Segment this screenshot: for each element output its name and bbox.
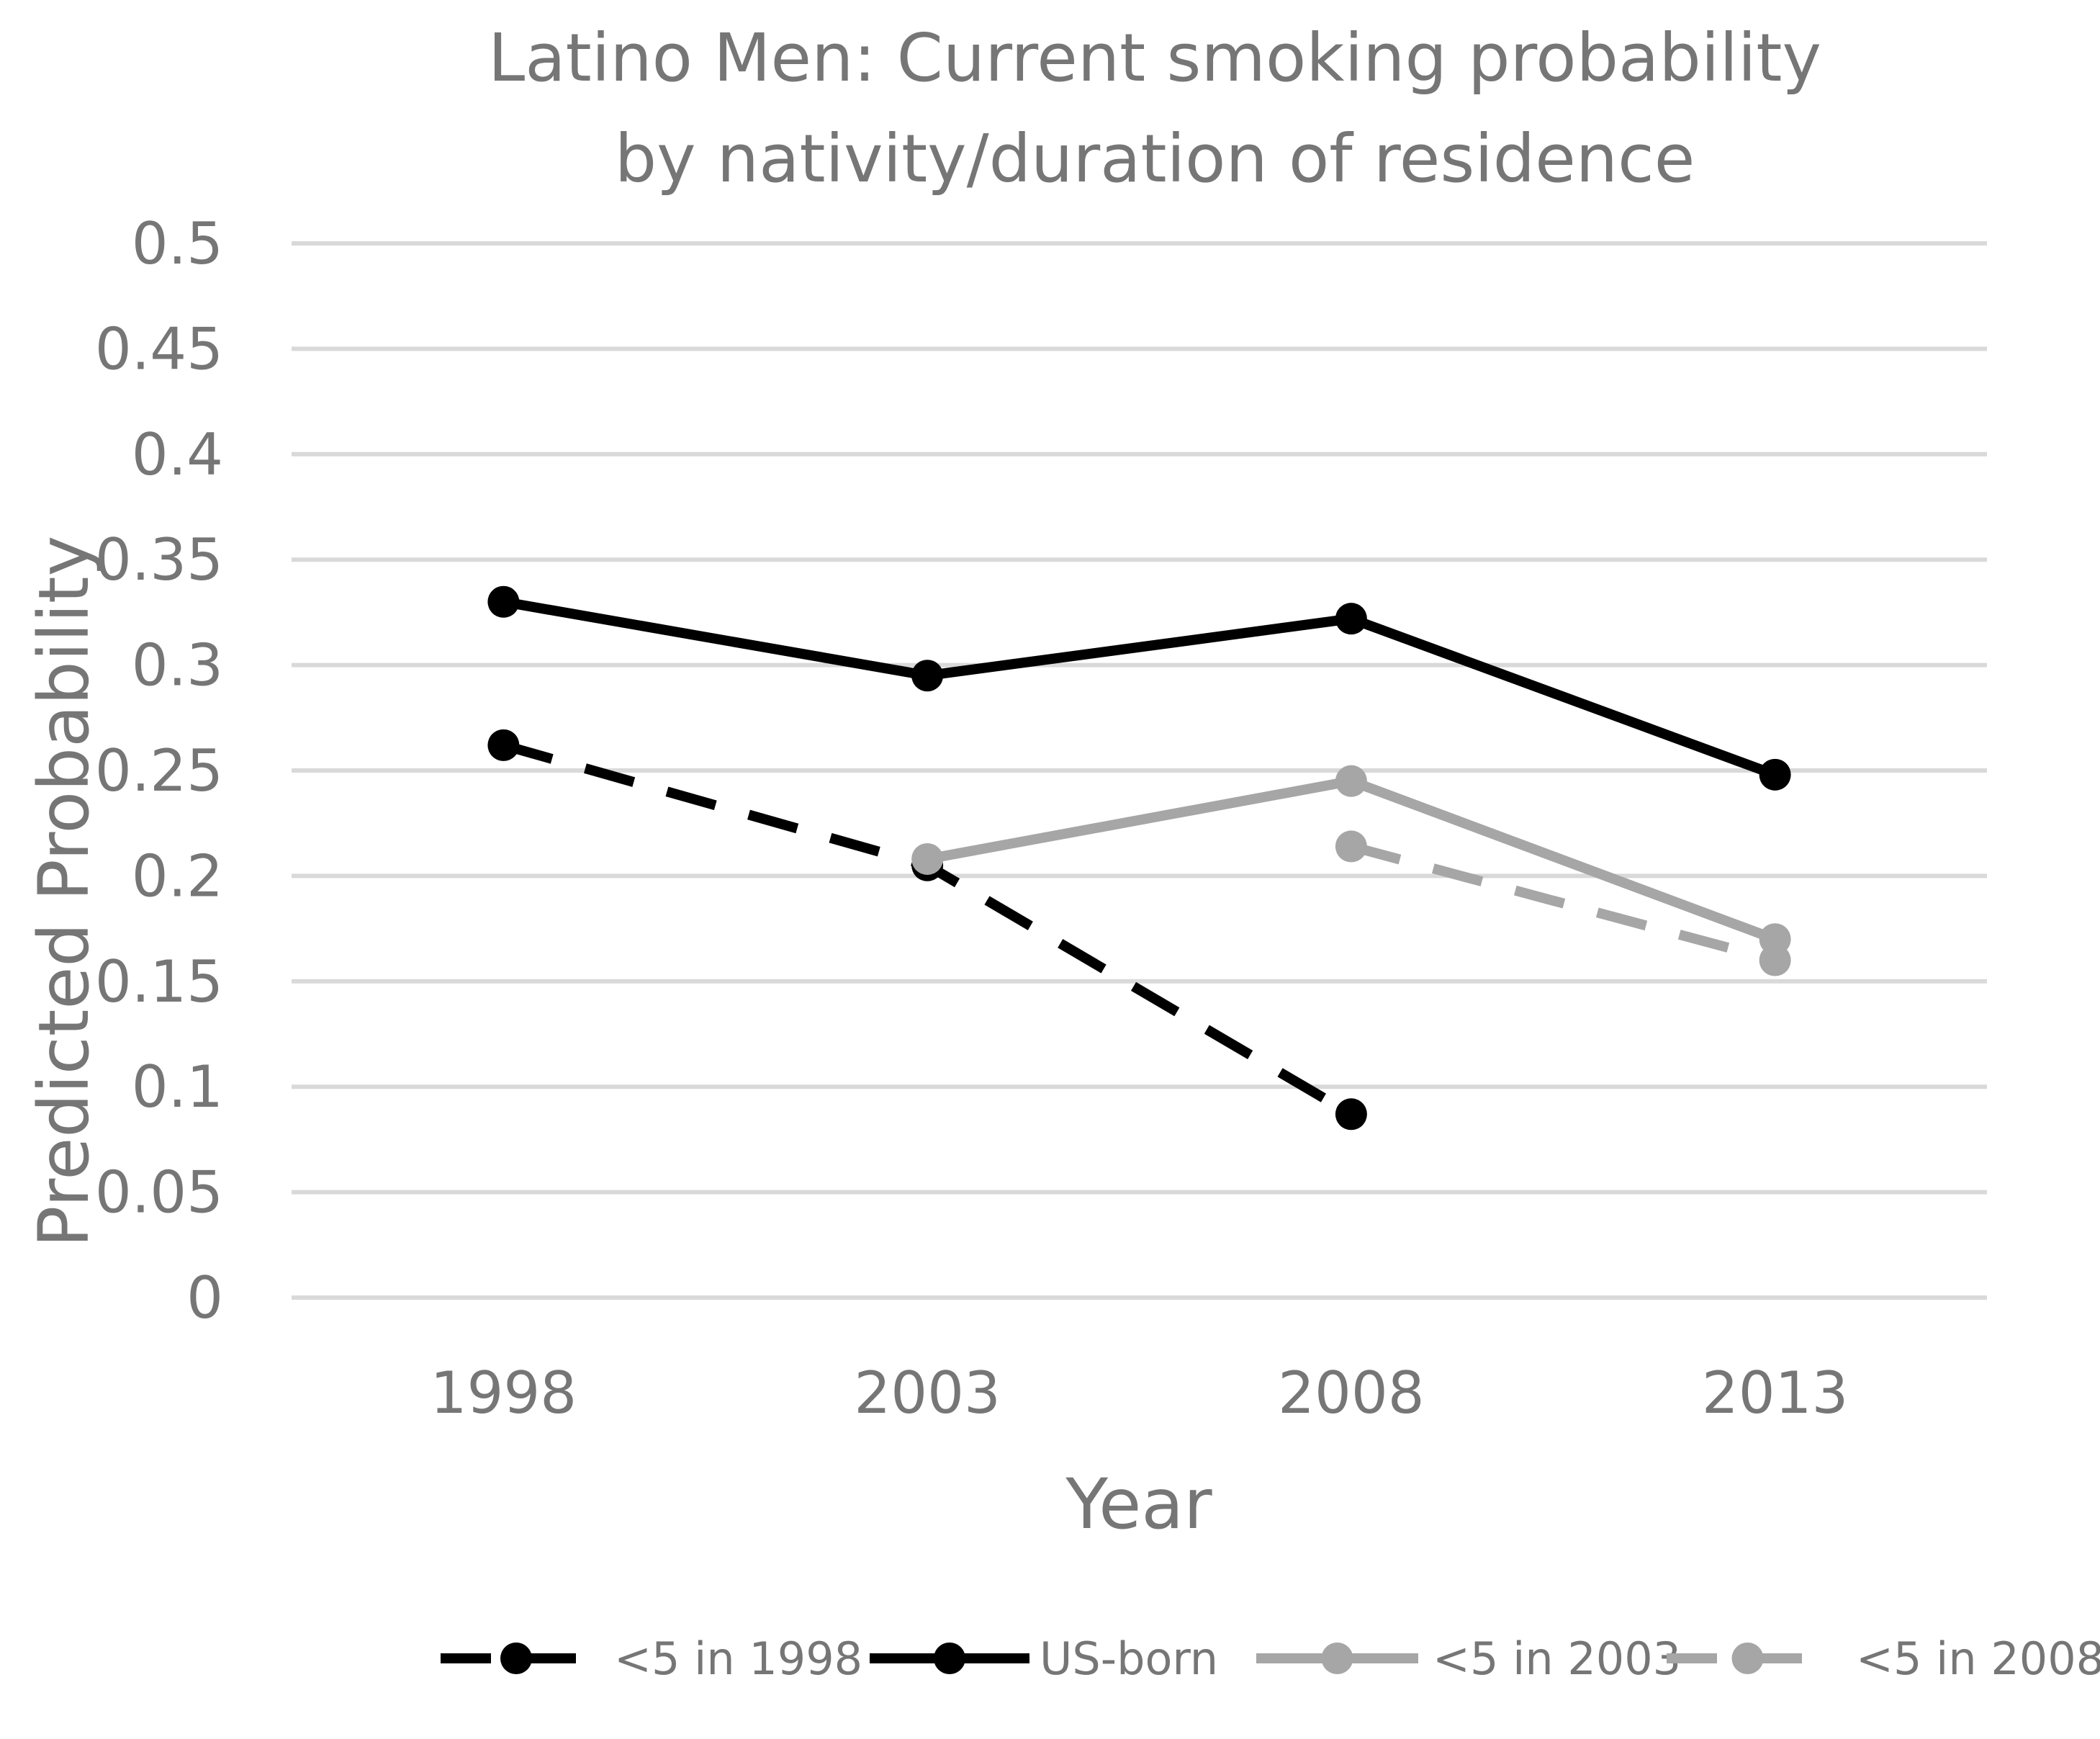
series-lt5-2003 <box>911 765 1791 956</box>
x-tick-label: 1998 <box>431 1360 577 1426</box>
x-axis-ticks: 1998 2003 2008 2013 <box>431 1360 1849 1426</box>
legend-marker <box>1321 1643 1353 1674</box>
data-point <box>1759 944 1791 976</box>
y-tick-label: 0 <box>186 1264 223 1331</box>
legend-label: <5 in 2003 <box>1433 1632 1681 1685</box>
legend-item: <5 in 1998 <box>441 1632 862 1685</box>
data-point <box>1335 603 1367 635</box>
series-us-born <box>487 585 1791 791</box>
series-lt5-2008 <box>1335 830 1791 976</box>
series-line <box>1350 841 1777 966</box>
y-tick-label: 0.25 <box>95 737 223 804</box>
chart-title-line-2: by nativity/duration of residence <box>615 120 1695 197</box>
series-line <box>503 596 1777 780</box>
legend-marker <box>934 1643 965 1674</box>
x-tick-label: 2003 <box>854 1360 1001 1426</box>
y-tick-label: 0.5 <box>132 210 223 277</box>
legend-marker <box>500 1643 532 1674</box>
legend-marker <box>1731 1643 1764 1674</box>
y-tick-label: 0.05 <box>95 1159 223 1226</box>
y-tick-label: 0.35 <box>95 526 223 593</box>
y-axis-ticks: 0 0.05 0.1 0.15 0.2 0.25 0.3 0.35 0.4 0.45 0.5 <box>95 210 223 1331</box>
data-point <box>911 660 944 692</box>
y-tick-label: 0.2 <box>132 842 223 909</box>
legend-label: <5 in 1998 <box>614 1632 862 1685</box>
data-point <box>1335 765 1367 797</box>
y-tick-label: 0.3 <box>132 632 223 699</box>
y-tick-label: 0.15 <box>95 948 223 1015</box>
data-point <box>1335 1098 1367 1131</box>
x-tick-label: 2013 <box>1702 1360 1849 1426</box>
y-axis-title: Predicted Probability <box>24 536 104 1248</box>
legend-label: US-born <box>1040 1632 1218 1685</box>
series-lines <box>487 585 1791 1131</box>
x-axis-title: Year <box>1065 1464 1212 1545</box>
y-tick-label: 0.4 <box>132 421 223 488</box>
legend-item: <5 in 2008 <box>1667 1632 2100 1685</box>
data-point <box>1335 830 1367 863</box>
series-lt5-1998 <box>487 729 1367 1131</box>
legend-item: <5 in 2003 <box>1256 1632 1681 1685</box>
data-point <box>1759 758 1791 791</box>
x-tick-label: 2008 <box>1278 1360 1425 1426</box>
data-point <box>487 585 520 618</box>
y-tick-label: 0.45 <box>95 315 223 382</box>
data-point <box>911 842 944 875</box>
data-point <box>487 729 520 761</box>
legend: <5 in 1998 US-born <5 in 2003 <5 in 2008 <box>441 1632 2100 1685</box>
y-tick-label: 0.1 <box>132 1053 223 1120</box>
legend-label: <5 in 2008 <box>1856 1632 2100 1685</box>
legend-item: US-born <box>870 1632 1218 1685</box>
chart-title-line-1: Latino Men: Current smoking probability <box>488 19 1821 96</box>
gridlines <box>292 241 1987 1300</box>
